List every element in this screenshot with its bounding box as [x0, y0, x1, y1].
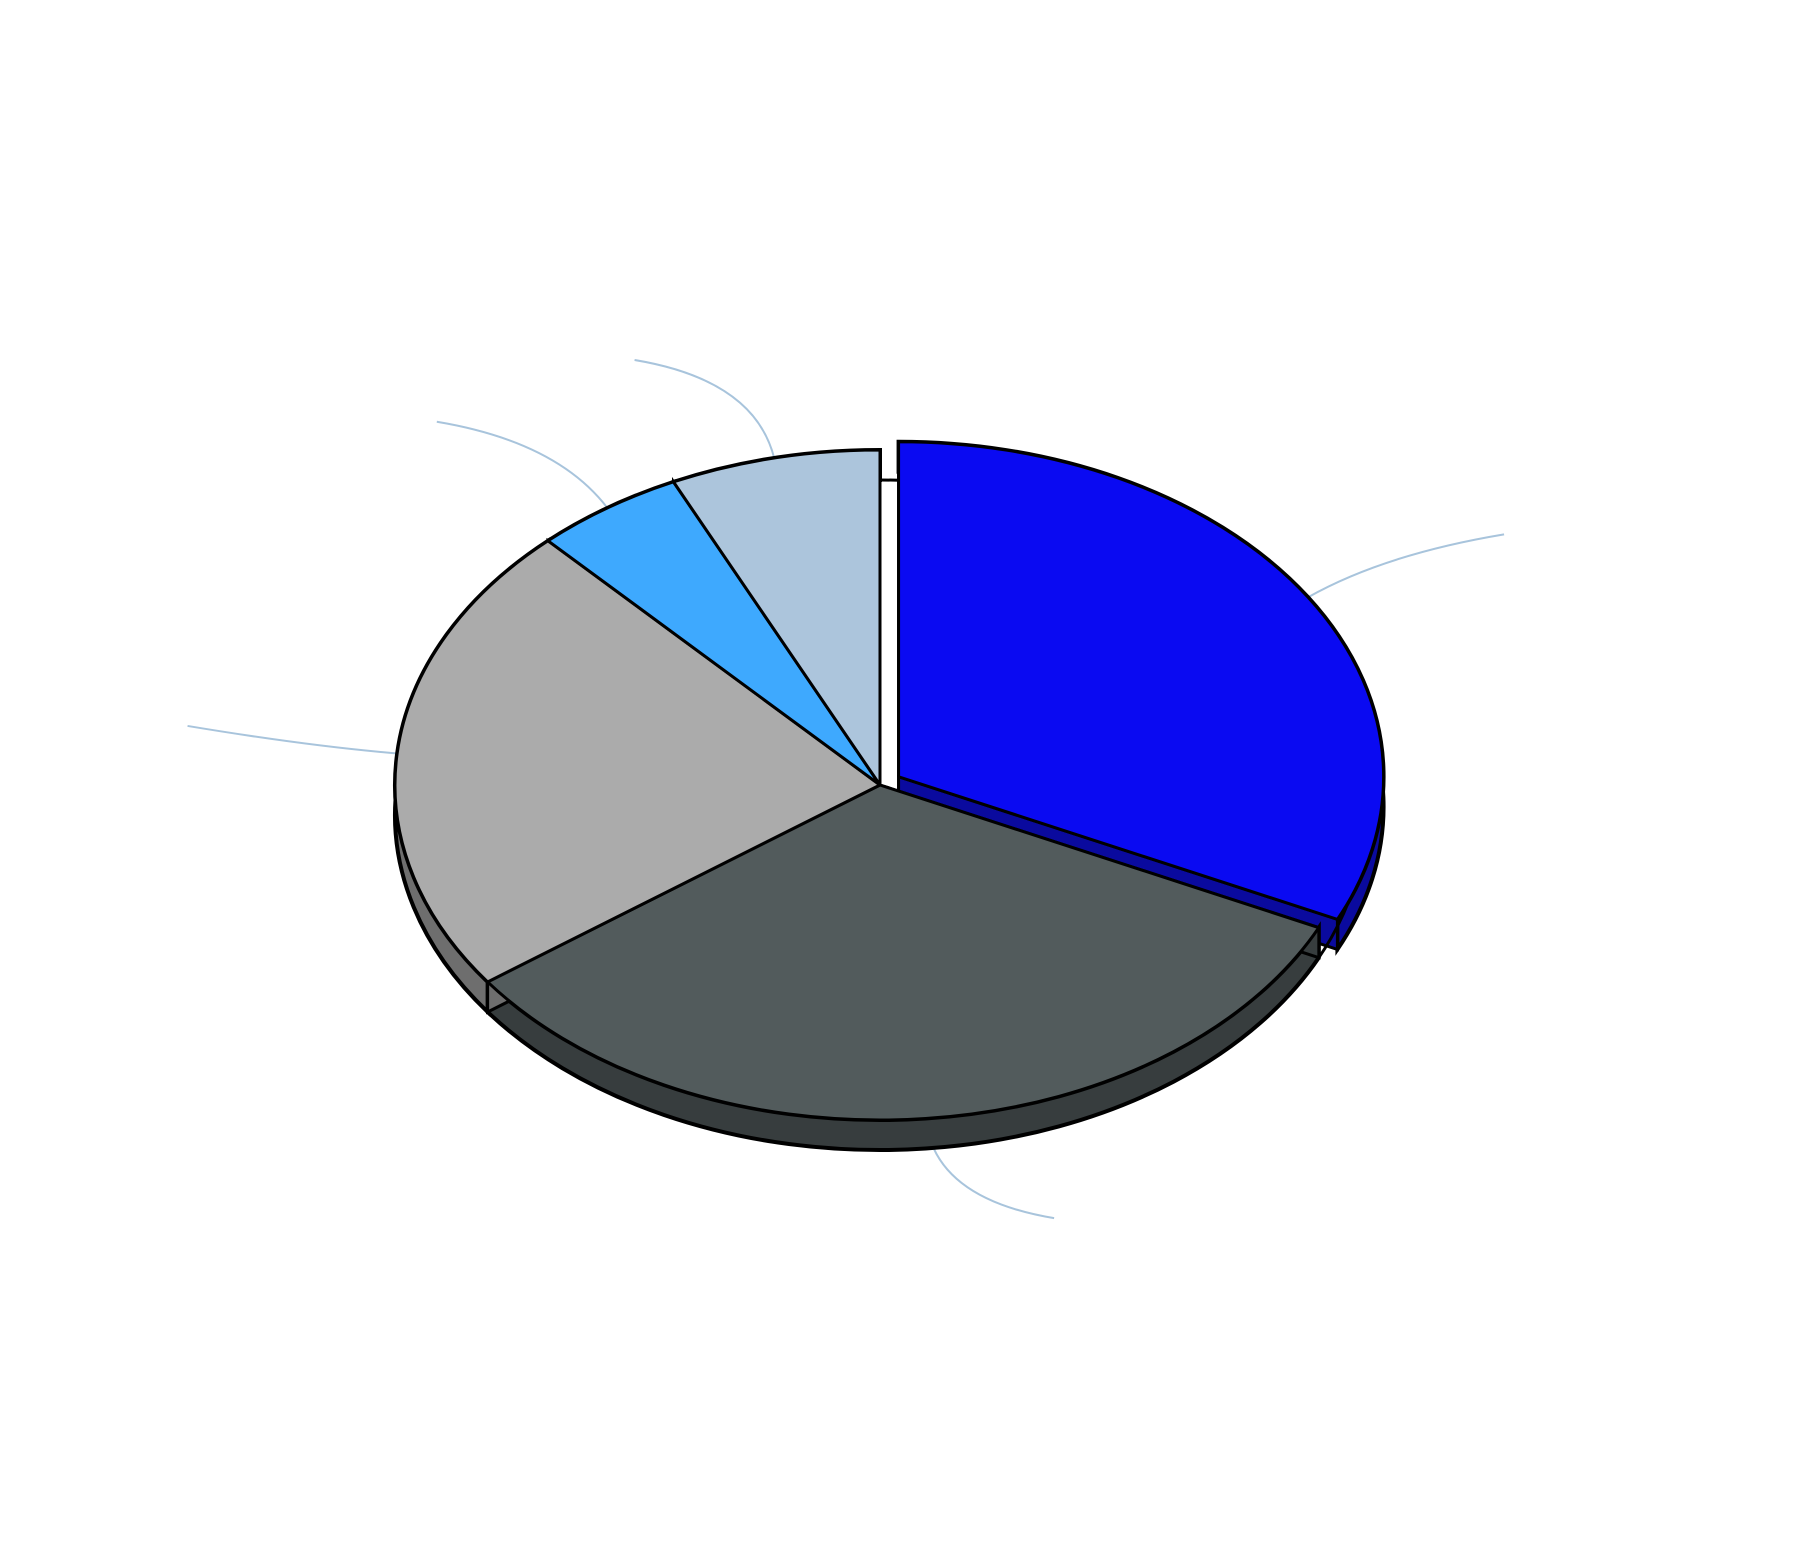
slice-dark-blue — [897, 440, 1386, 921]
slice-pale-blue-leader-line — [634, 359, 776, 459]
slice-light-blue-leader-line — [436, 420, 609, 509]
slice-light-blue — [546, 480, 882, 787]
pie-tops — [393, 440, 1386, 1122]
slice-grey-leader-line — [187, 724, 398, 755]
slice-charcoal — [486, 783, 1321, 1122]
slice-pale-blue — [671, 448, 882, 787]
slice-grey — [393, 539, 882, 984]
slice-dark-blue-leader-line — [1307, 533, 1505, 599]
